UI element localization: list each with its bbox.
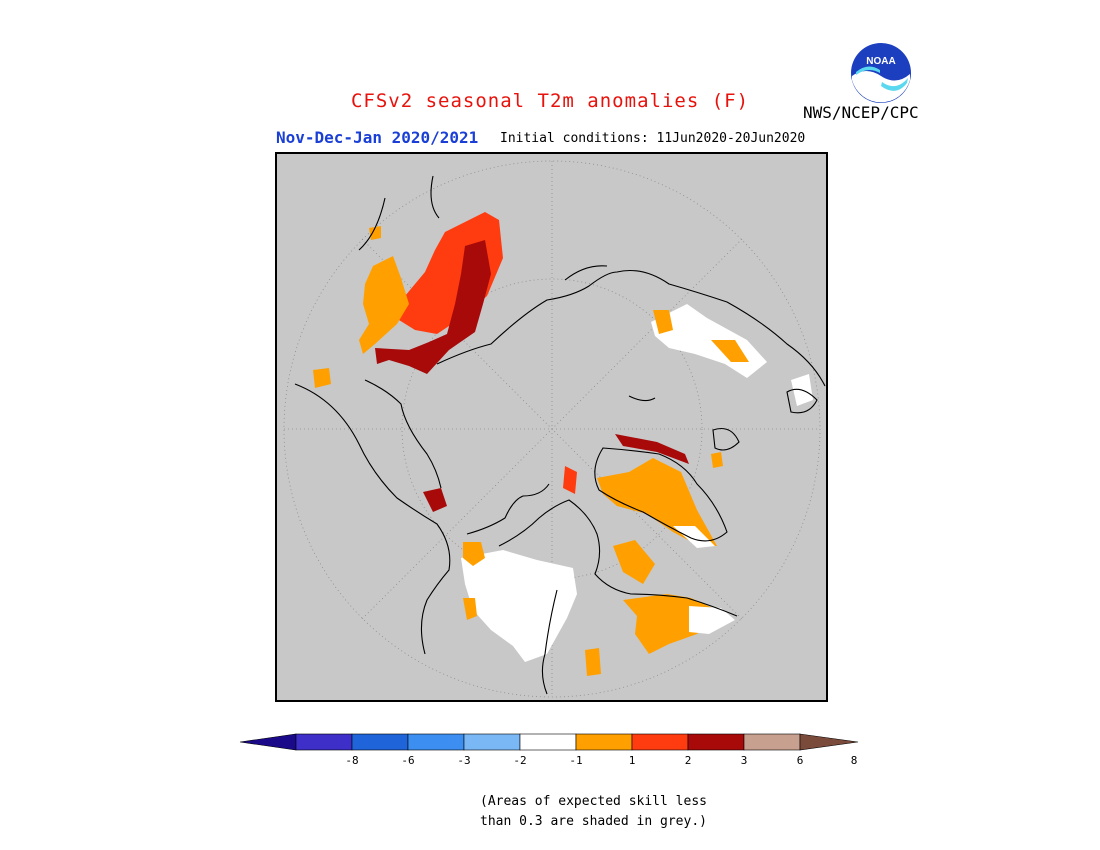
chart-title: CFSv2 seasonal T2m anomalies (F) xyxy=(350,90,750,112)
anomaly-region-arctic-islands xyxy=(563,466,577,494)
logo-text: NOAA xyxy=(866,56,895,67)
agency-label: NWS/NCEP/CPC xyxy=(803,103,919,122)
legend-bin xyxy=(519,733,577,751)
graticule xyxy=(283,160,821,698)
map-panel xyxy=(275,152,828,702)
legend-tick-label: 8 xyxy=(851,754,858,767)
anomaly-region-canada-warm xyxy=(463,542,485,566)
skill-footnote: (Areas of expected skill less than 0.3 a… xyxy=(480,792,707,832)
legend-bin xyxy=(743,733,801,751)
anomaly-region-ne-asia-warm-2 xyxy=(711,340,749,362)
anomaly-region-europe-white xyxy=(689,606,735,634)
anomaly-region-greenland xyxy=(597,458,717,546)
legend-bin xyxy=(295,733,353,751)
legend-bin xyxy=(463,733,521,751)
anomaly-region-east-asia-weak xyxy=(359,256,409,354)
legend-tick-label: -1 xyxy=(569,754,582,767)
anomaly-region-ne-asia-warm xyxy=(653,310,673,334)
anomaly-region-greenland-white xyxy=(673,526,715,548)
coastlines xyxy=(294,175,826,695)
anomaly-region-canada-warm-3 xyxy=(585,648,601,676)
legend-tick-label: -8 xyxy=(345,754,358,767)
color-legend: -8 -6 -3 -2 -1 1 2 3 6 8 xyxy=(239,733,859,767)
legend-tick-label: -6 xyxy=(401,754,414,767)
anomaly-region-japan xyxy=(711,452,723,468)
legend-tick-label: -2 xyxy=(513,754,526,767)
legend-arrow-high xyxy=(799,733,859,751)
polar-map xyxy=(283,160,826,698)
legend-bin xyxy=(631,733,689,751)
legend-tick-label: 3 xyxy=(741,754,748,767)
legend-arrow-low xyxy=(239,733,297,751)
anomaly-region-east-asia-weak-3 xyxy=(313,368,331,388)
anomaly-region-arctic-islands-2 xyxy=(613,540,655,584)
legend-bin xyxy=(351,733,409,751)
anomaly-fields xyxy=(313,212,813,676)
anomaly-region-greenland-north-strong xyxy=(615,434,689,464)
footnote-line-2: than 0.3 are shaded in grey.) xyxy=(480,814,707,829)
initial-conditions: Initial conditions: 11Jun2020-20Jun2020 xyxy=(500,131,806,146)
anomaly-region-canada-warm-2 xyxy=(463,598,477,620)
anomaly-region-east-asia-weak-2 xyxy=(369,226,381,240)
legend-bin xyxy=(687,733,745,751)
legend-tick-label: 6 xyxy=(797,754,804,767)
legend-tick-label: 2 xyxy=(685,754,692,767)
anomaly-region-canada-normal xyxy=(461,550,577,662)
legend-bin xyxy=(407,733,465,751)
noaa-logo: NOAA xyxy=(851,43,911,103)
anomaly-region-alaska-strong xyxy=(423,488,447,512)
legend-tick-label: 1 xyxy=(629,754,636,767)
legend-bin xyxy=(575,733,633,751)
forecast-period: Nov-Dec-Jan 2020/2021 xyxy=(276,128,479,147)
footnote-line-1: (Areas of expected skill less xyxy=(480,794,707,809)
legend-tick-label: -3 xyxy=(457,754,470,767)
anomaly-region-siberia-strong xyxy=(375,240,491,374)
